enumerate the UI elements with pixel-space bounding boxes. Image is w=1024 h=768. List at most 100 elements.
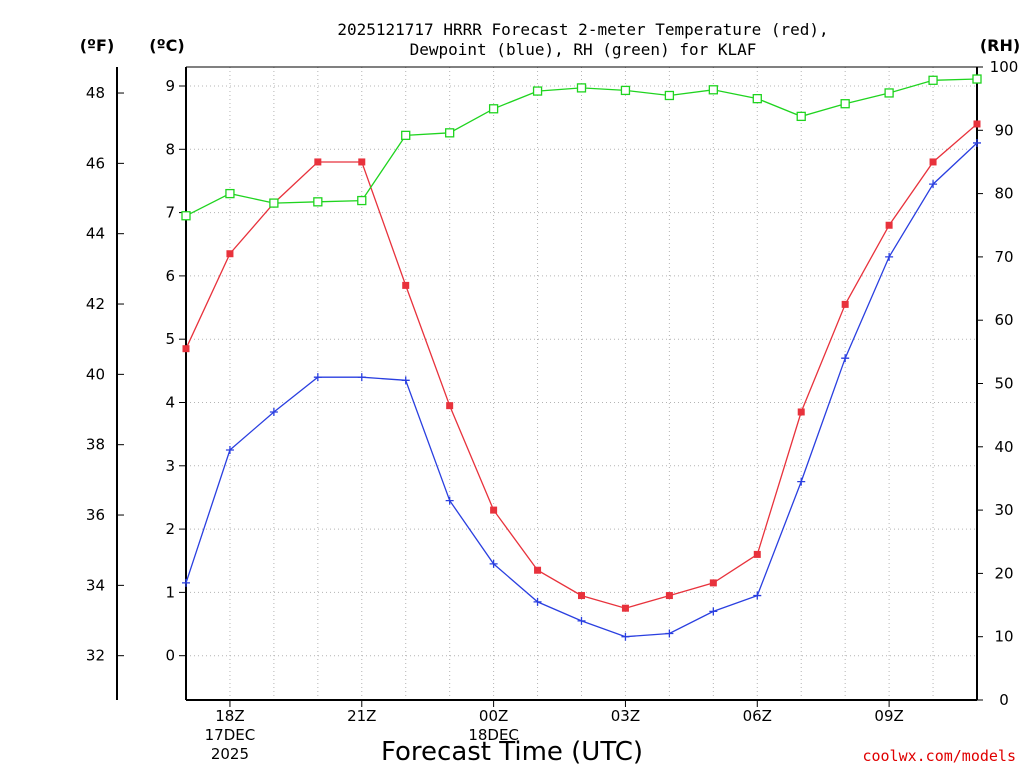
celsius-tick-label: 0 [165, 647, 175, 665]
chart-title-line1: 2025121717 HRRR Forecast 2-meter Tempera… [337, 20, 828, 39]
rh-point [313, 197, 323, 207]
rh-point [532, 86, 543, 96]
rh-point [620, 85, 631, 96]
dewpoint-line [185, 142, 978, 638]
x-tick-label: 17DEC [205, 726, 256, 744]
celsius-tick-label: 5 [165, 330, 175, 348]
rh-tick-label: 80 [994, 185, 1013, 203]
celsius-tick-label: 1 [165, 583, 175, 601]
dewpoint-point [797, 477, 806, 486]
rh-tick-label: 30 [994, 501, 1013, 519]
temperature-point [402, 281, 410, 289]
x-tick-label: 21Z [347, 707, 376, 725]
rh-point [445, 128, 455, 138]
dewpoint-point [533, 597, 542, 606]
x-tick-label: 00Z [479, 707, 508, 725]
dewpoint-point [973, 138, 981, 147]
celsius-tick-label: 7 [165, 204, 175, 222]
rh-tick-label: 20 [994, 564, 1013, 582]
temperature-point [358, 158, 366, 166]
rh-tick-label: 60 [994, 311, 1013, 329]
rh-tick-label: 40 [994, 438, 1013, 456]
dewpoint-point [665, 629, 674, 638]
temperature-point [534, 566, 542, 574]
rh-tick-label: 100 [990, 58, 1019, 76]
temperature-point [314, 158, 322, 166]
rh-point [357, 195, 367, 206]
temperature-point [578, 592, 585, 600]
data-series [181, 74, 982, 641]
rh-tick-label: 90 [994, 121, 1013, 139]
temperature-point [665, 592, 673, 600]
rh-tick-label: 10 [994, 628, 1013, 646]
fahrenheit-unit-label: (ºF) [80, 36, 115, 55]
celsius-tick-label: 6 [165, 267, 175, 285]
dewpoint-point [621, 632, 630, 641]
x-tick-label: 09Z [874, 707, 903, 725]
celsius-tick-label: 4 [165, 393, 175, 411]
x-tick-label: 06Z [743, 707, 772, 725]
celsius-tick-label: 2 [165, 520, 175, 538]
rh-unit-label: (RH) [980, 36, 1020, 55]
temperature-point [841, 300, 849, 308]
grid-lines [186, 67, 977, 700]
dewpoint-point [269, 407, 278, 416]
dewpoint-point [577, 616, 586, 625]
x-tick-label: 03Z [611, 707, 640, 725]
fahrenheit-tick-label: 46 [86, 154, 105, 172]
fahrenheit-tick-label: 32 [86, 647, 105, 665]
x-tick-label: 18DEC [468, 726, 519, 744]
dewpoint-point [401, 376, 410, 385]
celsius-tick-label: 3 [165, 457, 175, 475]
rh-point [840, 99, 850, 109]
rh-point [181, 211, 191, 221]
rh-point [884, 88, 894, 98]
dewpoint-point [182, 578, 190, 587]
celsius-tick-label: 9 [165, 77, 175, 95]
temperature-point [621, 604, 629, 612]
rh-point [664, 90, 675, 101]
rh-tick-label: 50 [994, 375, 1013, 393]
axes: 0123456789323436384042444648010203040506… [86, 58, 1018, 763]
credit-text: coolwx.com/models [862, 747, 1016, 765]
temperature-point [490, 506, 498, 514]
rh-point [576, 83, 587, 93]
dewpoint-point [885, 252, 894, 261]
fahrenheit-tick-label: 40 [86, 365, 105, 383]
rh-point [225, 188, 235, 199]
temperature-point [446, 402, 454, 410]
rh-point [972, 74, 982, 84]
dewpoint-point [225, 445, 234, 454]
temperature-point [709, 579, 717, 587]
celsius-tick-label: 8 [165, 140, 175, 158]
x-tick-label: 2025 [211, 745, 249, 763]
rh-point [796, 111, 806, 122]
dewpoint-point [753, 591, 762, 600]
dewpoint-point [841, 354, 850, 363]
rh-tick-label: 0 [999, 691, 1009, 709]
celsius-unit-label: (ºC) [149, 36, 184, 55]
rh-point [928, 75, 938, 85]
temperature-point [973, 120, 981, 128]
rh-point [401, 130, 411, 141]
rh-point [708, 85, 718, 95]
dewpoint-point [709, 607, 718, 616]
rh-point [488, 104, 499, 114]
temperature-point [797, 408, 805, 416]
rh-point [269, 198, 279, 208]
x-axis-label: Forecast Time (UTC) [381, 737, 643, 767]
temperature-point [226, 250, 234, 258]
fahrenheit-tick-label: 42 [86, 295, 105, 313]
x-tick-label: 18Z [215, 707, 244, 725]
fahrenheit-tick-label: 44 [86, 225, 105, 243]
dewpoint-point [445, 496, 454, 505]
dewpoint-point [929, 180, 938, 189]
temperature-point [182, 345, 190, 353]
dewpoint-point [489, 559, 498, 568]
fahrenheit-tick-label: 36 [86, 506, 105, 524]
temperature-point [753, 550, 761, 558]
dewpoint-point [357, 373, 366, 382]
temperature-point [885, 221, 893, 229]
rh-point [752, 94, 762, 104]
